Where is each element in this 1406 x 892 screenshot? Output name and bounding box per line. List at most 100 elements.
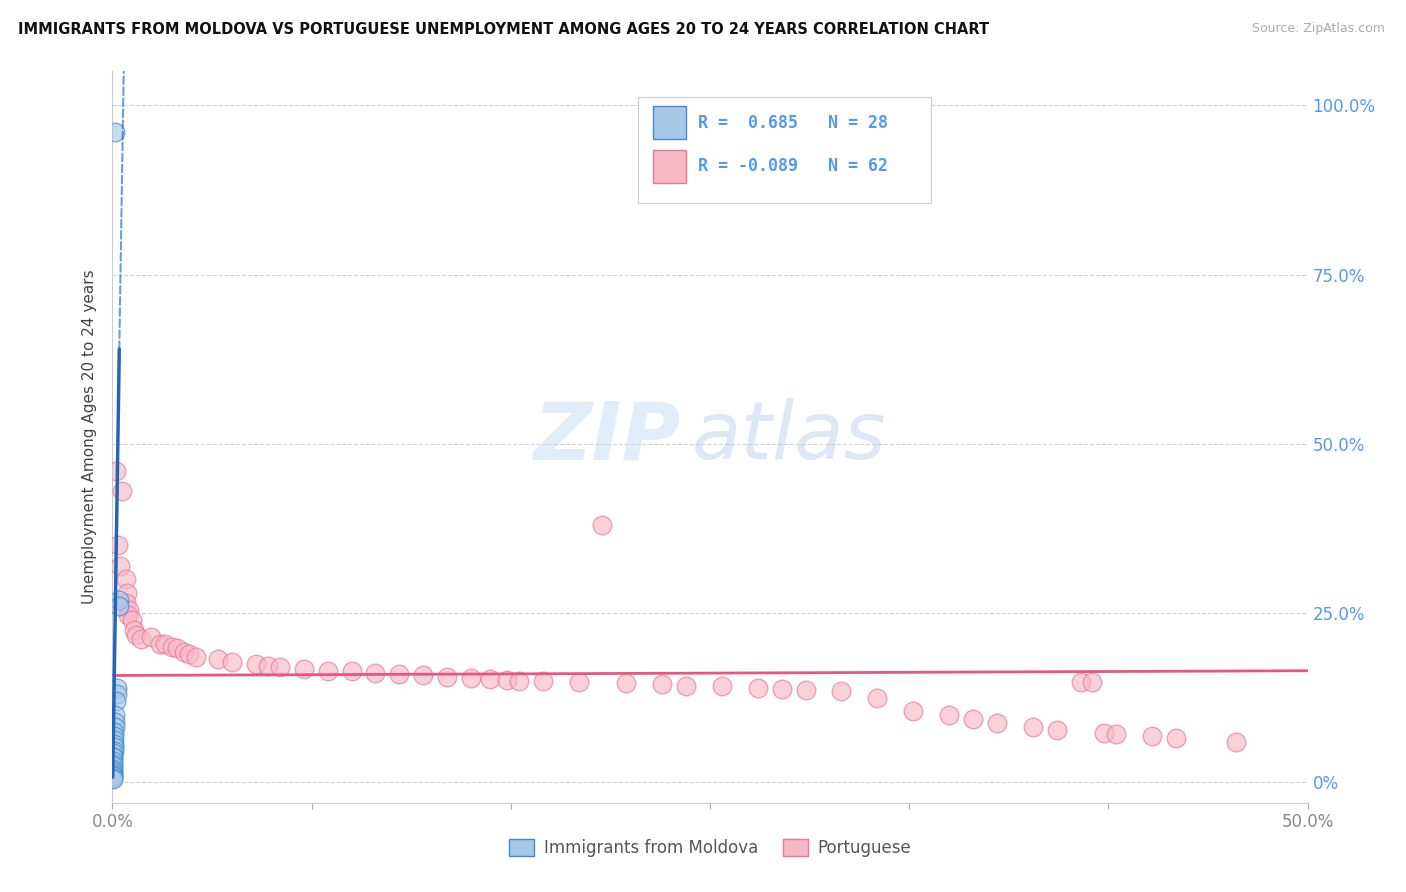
Point bbox=[101, 769, 124, 783]
Point bbox=[592, 518, 614, 533]
Point bbox=[186, 650, 208, 665]
Point bbox=[114, 596, 136, 610]
Point bbox=[1166, 731, 1188, 746]
Text: R = -0.089   N = 62: R = -0.089 N = 62 bbox=[699, 158, 889, 176]
Point bbox=[316, 664, 339, 678]
Point bbox=[105, 681, 128, 695]
Point bbox=[115, 586, 138, 600]
Point bbox=[1225, 735, 1247, 749]
Point bbox=[166, 641, 188, 656]
Point bbox=[104, 720, 127, 734]
Point bbox=[364, 666, 387, 681]
Point bbox=[508, 673, 530, 688]
Point bbox=[118, 603, 141, 617]
Point bbox=[149, 637, 172, 651]
Point bbox=[568, 675, 591, 690]
Point bbox=[103, 740, 125, 755]
Point bbox=[139, 630, 162, 644]
Point bbox=[245, 657, 267, 671]
FancyBboxPatch shape bbox=[638, 97, 931, 203]
Point bbox=[111, 484, 134, 499]
Text: Source: ZipAtlas.com: Source: ZipAtlas.com bbox=[1251, 22, 1385, 36]
Point bbox=[103, 724, 125, 739]
Point bbox=[938, 707, 960, 722]
Point bbox=[122, 623, 145, 637]
Point bbox=[794, 682, 817, 697]
Point bbox=[162, 640, 183, 654]
Point bbox=[103, 733, 125, 747]
Point bbox=[177, 647, 200, 661]
Point bbox=[831, 684, 853, 698]
Point bbox=[121, 613, 143, 627]
Point bbox=[340, 665, 363, 679]
Point bbox=[103, 737, 125, 751]
Point bbox=[388, 667, 411, 681]
Point bbox=[747, 681, 769, 695]
Point bbox=[103, 756, 125, 771]
Point bbox=[103, 749, 125, 764]
Point bbox=[105, 464, 128, 478]
Point bbox=[101, 762, 124, 776]
Text: R =  0.685   N = 28: R = 0.685 N = 28 bbox=[699, 113, 889, 131]
Point bbox=[292, 662, 315, 676]
Point bbox=[903, 705, 925, 719]
Bar bbox=[652, 150, 686, 183]
Point bbox=[866, 690, 889, 705]
Point bbox=[479, 672, 502, 686]
Point bbox=[153, 637, 176, 651]
Point bbox=[117, 607, 139, 622]
Point bbox=[101, 764, 124, 778]
Point bbox=[114, 572, 136, 586]
Text: atlas: atlas bbox=[692, 398, 887, 476]
Point bbox=[207, 652, 229, 666]
Point bbox=[711, 679, 734, 693]
Point bbox=[173, 645, 195, 659]
Point bbox=[103, 730, 125, 744]
Point bbox=[1105, 727, 1128, 741]
Point bbox=[221, 655, 243, 669]
Point bbox=[101, 771, 124, 785]
Point bbox=[1094, 726, 1116, 740]
Point bbox=[103, 759, 125, 773]
Point bbox=[651, 677, 673, 691]
Point bbox=[460, 671, 482, 685]
Point bbox=[675, 679, 697, 693]
Y-axis label: Unemployment Among Ages 20 to 24 years: Unemployment Among Ages 20 to 24 years bbox=[82, 269, 97, 605]
Point bbox=[1022, 720, 1045, 734]
Legend: Immigrants from Moldova, Portuguese: Immigrants from Moldova, Portuguese bbox=[502, 832, 918, 864]
Point bbox=[1081, 675, 1104, 690]
Point bbox=[104, 125, 127, 139]
Point bbox=[129, 632, 152, 646]
Point bbox=[103, 744, 125, 758]
Point bbox=[531, 673, 554, 688]
Point bbox=[257, 659, 280, 673]
Point bbox=[986, 715, 1008, 730]
Point bbox=[962, 713, 984, 727]
Point bbox=[1142, 730, 1164, 744]
Point bbox=[105, 688, 128, 702]
Point bbox=[101, 768, 124, 782]
Point bbox=[1046, 723, 1069, 737]
Point bbox=[616, 676, 638, 690]
Text: IMMIGRANTS FROM MOLDOVA VS PORTUGUESE UNEMPLOYMENT AMONG AGES 20 TO 24 YEARS COR: IMMIGRANTS FROM MOLDOVA VS PORTUGUESE UN… bbox=[18, 22, 990, 37]
Point bbox=[412, 668, 434, 682]
Point bbox=[108, 592, 131, 607]
Point bbox=[125, 628, 148, 642]
Point bbox=[103, 749, 125, 764]
Point bbox=[103, 747, 125, 761]
Point bbox=[107, 538, 129, 552]
Point bbox=[269, 660, 291, 674]
Point bbox=[105, 694, 128, 708]
Point bbox=[108, 599, 131, 614]
Point bbox=[770, 681, 793, 696]
Bar bbox=[652, 106, 686, 139]
Point bbox=[496, 673, 519, 687]
Point bbox=[436, 670, 458, 684]
Point bbox=[103, 754, 125, 768]
Point bbox=[104, 714, 127, 729]
Point bbox=[101, 772, 124, 786]
Point bbox=[104, 707, 127, 722]
Point bbox=[108, 558, 131, 573]
Text: ZIP: ZIP bbox=[533, 398, 681, 476]
Point bbox=[101, 766, 124, 780]
